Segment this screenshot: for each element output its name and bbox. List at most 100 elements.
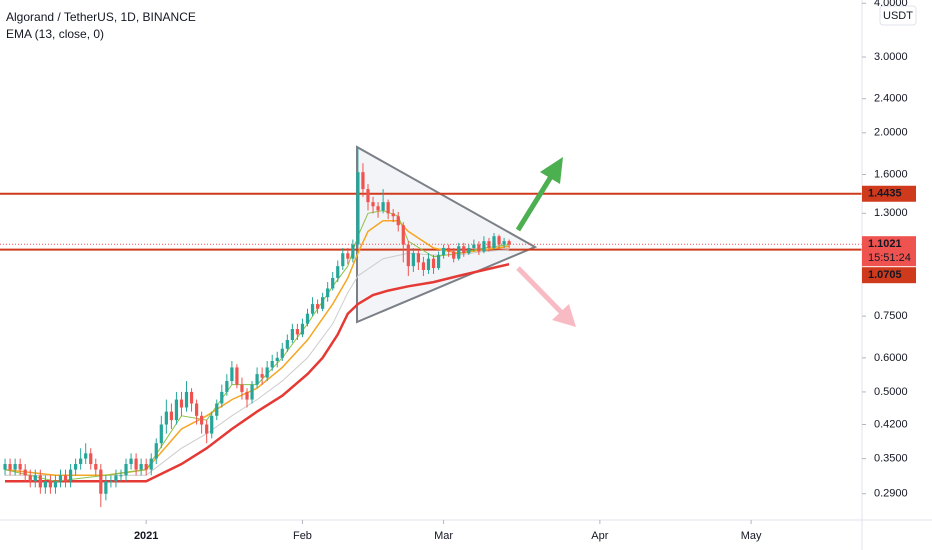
candle-body [8, 464, 12, 470]
candle-body [164, 411, 168, 425]
candle-body [336, 266, 340, 278]
candle-body [275, 357, 279, 361]
ema-line [5, 262, 510, 483]
candle-body [462, 246, 466, 254]
candle-body [89, 453, 93, 465]
candle-body [426, 258, 431, 270]
candle-body [502, 241, 506, 245]
candle-body [326, 288, 330, 298]
candle-body [280, 348, 284, 358]
candle-body [376, 206, 380, 211]
candle-body [356, 172, 360, 245]
candle-body [194, 403, 199, 416]
up-arrow [515, 173, 555, 232]
candle-body [482, 241, 486, 252]
up-arrow-head [540, 157, 563, 184]
candle-body [174, 399, 179, 421]
candle-body [205, 424, 209, 434]
y-tick-label: 0.5000 [874, 386, 908, 398]
candle-body [441, 247, 446, 256]
candle-body [386, 202, 390, 214]
chart-title: Algorand / TetherUS, 1D, BINANCE [6, 10, 196, 24]
candle-body [361, 172, 365, 190]
candle-body [321, 297, 325, 309]
candle-body [305, 313, 310, 324]
candle-body [265, 367, 269, 378]
candle-body [295, 329, 300, 335]
candle-body [477, 244, 481, 252]
candle-body [149, 458, 153, 470]
candle-body [129, 458, 133, 465]
candle-body [154, 443, 158, 459]
candle-body [507, 241, 511, 245]
candle-body [255, 374, 259, 385]
candle-body [396, 216, 400, 226]
candle-body [189, 391, 194, 404]
candle-body [119, 475, 123, 477]
candle-body [346, 253, 350, 259]
unit-box[interactable] [879, 5, 917, 26]
candle-body [452, 251, 456, 259]
candle-body [391, 213, 395, 217]
y-tick-label: 0.4200 [874, 418, 908, 430]
down-arrow-head [552, 304, 576, 327]
candle-body [23, 469, 27, 476]
candle-body [472, 244, 476, 248]
price-label: 1.0705 [868, 269, 902, 281]
candle-body [210, 415, 214, 434]
candle-body [381, 202, 385, 211]
candle-body [290, 329, 294, 341]
x-tick-label: Feb [293, 530, 312, 542]
candle-body [457, 246, 461, 259]
candle-body [184, 391, 189, 408]
price-label: 1.4435 [868, 188, 902, 200]
candle-body [220, 391, 224, 404]
candle-body [74, 464, 78, 470]
candle-body [245, 391, 249, 400]
candle-body [63, 475, 68, 482]
candle-body [431, 258, 436, 269]
indicator-label: EMA (13, close, 0) [6, 27, 104, 41]
candle-body [33, 475, 37, 482]
candle-body [28, 475, 32, 482]
x-tick-label: May [741, 530, 762, 542]
candle-body [18, 464, 22, 470]
candle-body [371, 202, 375, 207]
axis-unit: USDT [883, 10, 913, 22]
candle-body [351, 244, 355, 259]
candle-body [43, 481, 47, 488]
candle-body [215, 403, 219, 416]
candle-body [48, 481, 53, 488]
candle-body [250, 384, 254, 400]
candle-body [492, 236, 496, 248]
candle-body [285, 340, 289, 349]
y-tick-label: 3.0000 [874, 51, 908, 63]
candle-body [310, 304, 315, 314]
candle-body [260, 374, 264, 378]
candle-body [240, 384, 244, 392]
candle-body [341, 253, 345, 267]
candle-body [104, 481, 108, 494]
candle-body [447, 247, 451, 252]
candle-body [144, 464, 148, 470]
candle-body [467, 247, 471, 254]
candle-body [169, 411, 174, 421]
x-tick-label: Mar [434, 530, 453, 542]
candle-body [235, 367, 239, 385]
candle-body [94, 464, 98, 470]
y-tick-label: 4.0000 [874, 0, 908, 9]
price-label-box [862, 185, 916, 202]
candle-body [401, 225, 405, 245]
y-tick-label: 1.3000 [874, 207, 908, 219]
candle-body [315, 304, 320, 309]
price-label-box [862, 267, 916, 284]
y-tick-label: 1.6000 [874, 168, 908, 180]
candle-body [270, 360, 274, 368]
y-tick-label: 0.7500 [874, 310, 908, 322]
candle-body [79, 458, 83, 465]
candle-body [406, 244, 410, 267]
plot-area [0, 147, 862, 508]
